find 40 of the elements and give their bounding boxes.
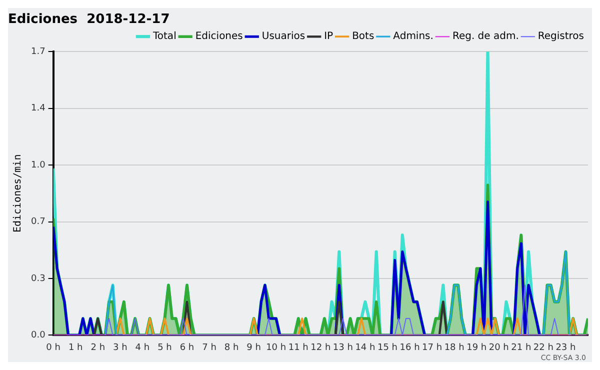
legend-label: Bots <box>352 31 374 42</box>
legend-label: Admins. <box>393 31 434 42</box>
legend-label: Total <box>152 31 176 42</box>
x-tick-label: 1 h <box>68 342 83 353</box>
x-tick-label: 7 h <box>202 342 216 353</box>
x-tick-label: 0 h <box>46 342 60 353</box>
x-tick-label: 12 h <box>310 342 331 353</box>
x-tick-label: 4 h <box>135 342 150 353</box>
x-tick-label: 14 h <box>355 342 376 353</box>
y-tick-label: 0.7 <box>30 217 46 228</box>
y-tick-label: 1.7 <box>30 46 46 57</box>
legend-label: IP <box>324 31 334 42</box>
x-tick-label: 11 h <box>288 342 308 353</box>
legend-label: Reg. de adm. <box>452 31 519 42</box>
y-tick-label: 0.0 <box>30 330 46 341</box>
x-tick-label: 6 h <box>180 342 194 353</box>
legend-label: Usuarios <box>262 31 306 42</box>
x-tick-label: 8 h <box>224 342 239 353</box>
y-tick-label: 1.0 <box>30 160 46 170</box>
x-tick-label: 21 h <box>511 342 532 353</box>
y-tick-label: 0.3 <box>30 274 46 284</box>
x-tick-label: 13 h <box>332 342 353 353</box>
chart-title: Ediciones 2018-12-17 <box>8 12 170 28</box>
y-axis-title: Ediciones/min <box>12 154 24 233</box>
x-tick-label: 18 h <box>444 342 464 353</box>
x-tick-label: 3 h <box>113 342 128 353</box>
y-tick-label: 1.4 <box>30 104 46 114</box>
x-tick-label: 16 h <box>400 342 420 353</box>
x-tick-label: 15 h <box>377 342 398 353</box>
x-tick-label: 22 h <box>533 342 554 353</box>
x-tick-label: 2 h <box>90 342 106 353</box>
legend-label: Registros <box>538 31 584 42</box>
x-tick-label: 17 h <box>422 342 442 353</box>
x-tick-label: 5 h <box>158 342 172 353</box>
x-tick-label: 20 h <box>488 342 509 353</box>
legend-label: Ediciones <box>195 31 243 42</box>
x-tick-label: 19 h <box>466 342 487 353</box>
x-tick-label: 9 h <box>246 342 261 353</box>
x-tick-label: 10 h <box>266 342 286 353</box>
x-tick-label: 23 h <box>556 342 576 353</box>
